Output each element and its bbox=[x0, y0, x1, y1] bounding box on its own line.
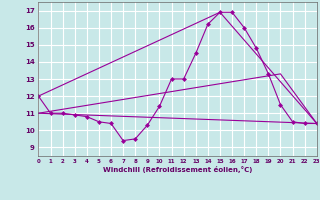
X-axis label: Windchill (Refroidissement éolien,°C): Windchill (Refroidissement éolien,°C) bbox=[103, 166, 252, 173]
